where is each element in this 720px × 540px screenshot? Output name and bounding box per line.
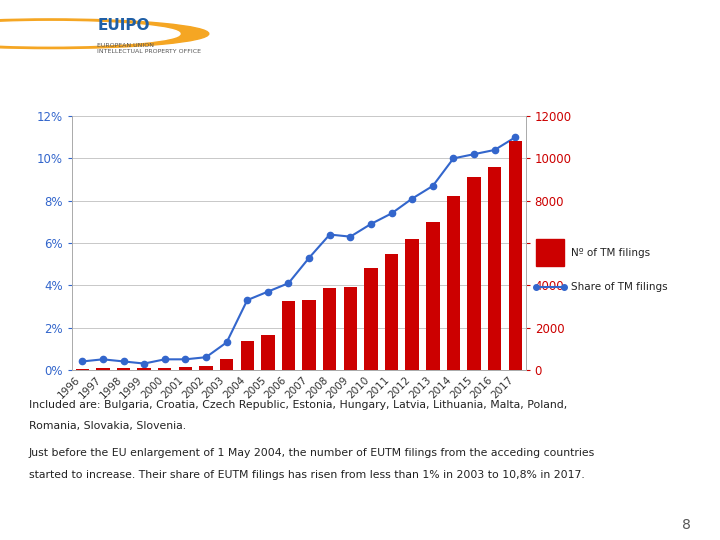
Bar xyxy=(158,368,171,370)
Bar xyxy=(364,268,378,370)
Bar xyxy=(76,369,89,370)
Bar xyxy=(302,300,316,370)
Bar xyxy=(405,239,419,370)
Text: Romania, Slovakia, Slovenia.: Romania, Slovakia, Slovenia. xyxy=(29,421,186,431)
Text: EUIPO: EUIPO xyxy=(97,18,150,33)
Bar xyxy=(199,366,212,370)
Circle shape xyxy=(0,19,209,49)
Bar xyxy=(282,301,295,370)
Text: EUROPEAN UNION
INTELLECTUAL PROPERTY OFFICE: EUROPEAN UNION INTELLECTUAL PROPERTY OFF… xyxy=(97,43,201,55)
Bar xyxy=(446,197,460,370)
Text: Included are: Bulgaria, Croatia, Czech Republic, Estonia, Hungary, Latvia, Lithu: Included are: Bulgaria, Croatia, Czech R… xyxy=(29,400,567,410)
Bar xyxy=(343,287,357,370)
Bar xyxy=(220,359,233,370)
Bar xyxy=(261,335,274,370)
Bar xyxy=(179,367,192,370)
Circle shape xyxy=(0,22,180,46)
Bar xyxy=(488,167,501,370)
Bar xyxy=(117,368,130,370)
Text: Nº of TM filings: Nº of TM filings xyxy=(571,247,650,258)
Text: Share of EUTM filings from Member States acceding after 2000: Share of EUTM filings from Member States… xyxy=(37,81,609,96)
Bar xyxy=(467,178,481,370)
Text: Share of TM filings: Share of TM filings xyxy=(571,282,667,292)
Text: 8: 8 xyxy=(683,518,691,532)
Bar xyxy=(240,341,254,370)
Bar xyxy=(426,222,439,370)
Text: started to increase. Their share of EUTM filings has risen from less than 1% in : started to increase. Their share of EUTM… xyxy=(29,470,585,480)
Text: Just before the EU enlargement of 1 May 2004, the number of EUTM filings from th: Just before the EU enlargement of 1 May … xyxy=(29,448,595,458)
Bar xyxy=(138,368,151,370)
Bar xyxy=(323,288,336,370)
Bar xyxy=(508,141,522,370)
Bar xyxy=(96,368,109,370)
Bar xyxy=(385,254,398,370)
